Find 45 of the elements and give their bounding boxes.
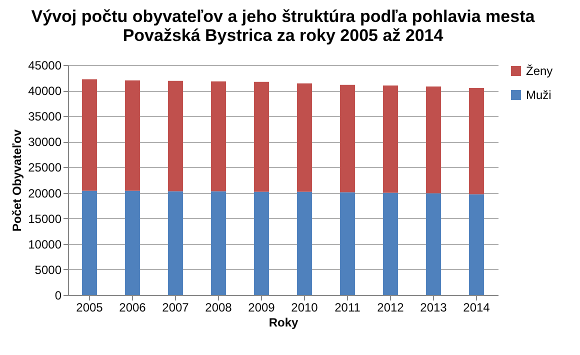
y-tick-label: 15000 <box>28 212 62 226</box>
y-tick-label: 35000 <box>28 110 62 124</box>
bar <box>168 80 183 192</box>
x-tick-label: 2012 <box>377 300 404 314</box>
y-tick-label: 20000 <box>28 186 62 200</box>
y-tick-label: 40000 <box>28 84 62 98</box>
bar <box>211 191 226 295</box>
bar <box>254 82 269 192</box>
x-tick-label: 2010 <box>291 300 318 314</box>
y-tick-label: 0 <box>54 288 62 302</box>
x-tick-label: 2011 <box>334 300 361 314</box>
x-tick-label: 2006 <box>119 300 146 314</box>
bar <box>297 192 312 295</box>
x-tick-label: 2005 <box>76 300 104 314</box>
bar <box>82 190 97 295</box>
bar <box>125 190 140 295</box>
y-tick-label: 25000 <box>28 160 62 175</box>
bar <box>254 192 269 295</box>
x-axis-title: Roky <box>268 316 298 330</box>
bar <box>125 80 140 191</box>
y-tick-label: 30000 <box>28 135 62 150</box>
legend-label: Muži <box>526 88 552 102</box>
bar <box>297 83 312 192</box>
chart-title: Vývoj počtu obyvateľov a jeho štruktúra podľa pohlavia mesta Považská Bystrica za roky 2005 až 2014 <box>31 7 536 45</box>
y-tick-label: 10000 <box>28 237 62 252</box>
bar <box>426 86 441 194</box>
x-tick-label: 2014 <box>463 300 490 314</box>
x-tick-label: 2009 <box>248 300 276 314</box>
legend-label: Ženy <box>526 64 553 78</box>
bar <box>82 79 97 191</box>
x-tick-label: 2007 <box>162 300 190 314</box>
y-axis-title: Počet Obyvateľov <box>10 129 24 232</box>
bar <box>211 81 226 192</box>
x-tick-label: 2008 <box>205 300 232 314</box>
bar <box>426 193 441 295</box>
bar <box>469 88 484 194</box>
bar <box>168 191 183 295</box>
bar <box>383 192 398 295</box>
bar <box>383 85 398 193</box>
y-tick-label: 45000 <box>28 58 62 72</box>
y-tick-label: 5000 <box>34 262 62 277</box>
bar <box>340 192 355 295</box>
bar <box>469 194 484 295</box>
bar <box>340 84 355 192</box>
x-tick-label: 2013 <box>420 300 448 314</box>
